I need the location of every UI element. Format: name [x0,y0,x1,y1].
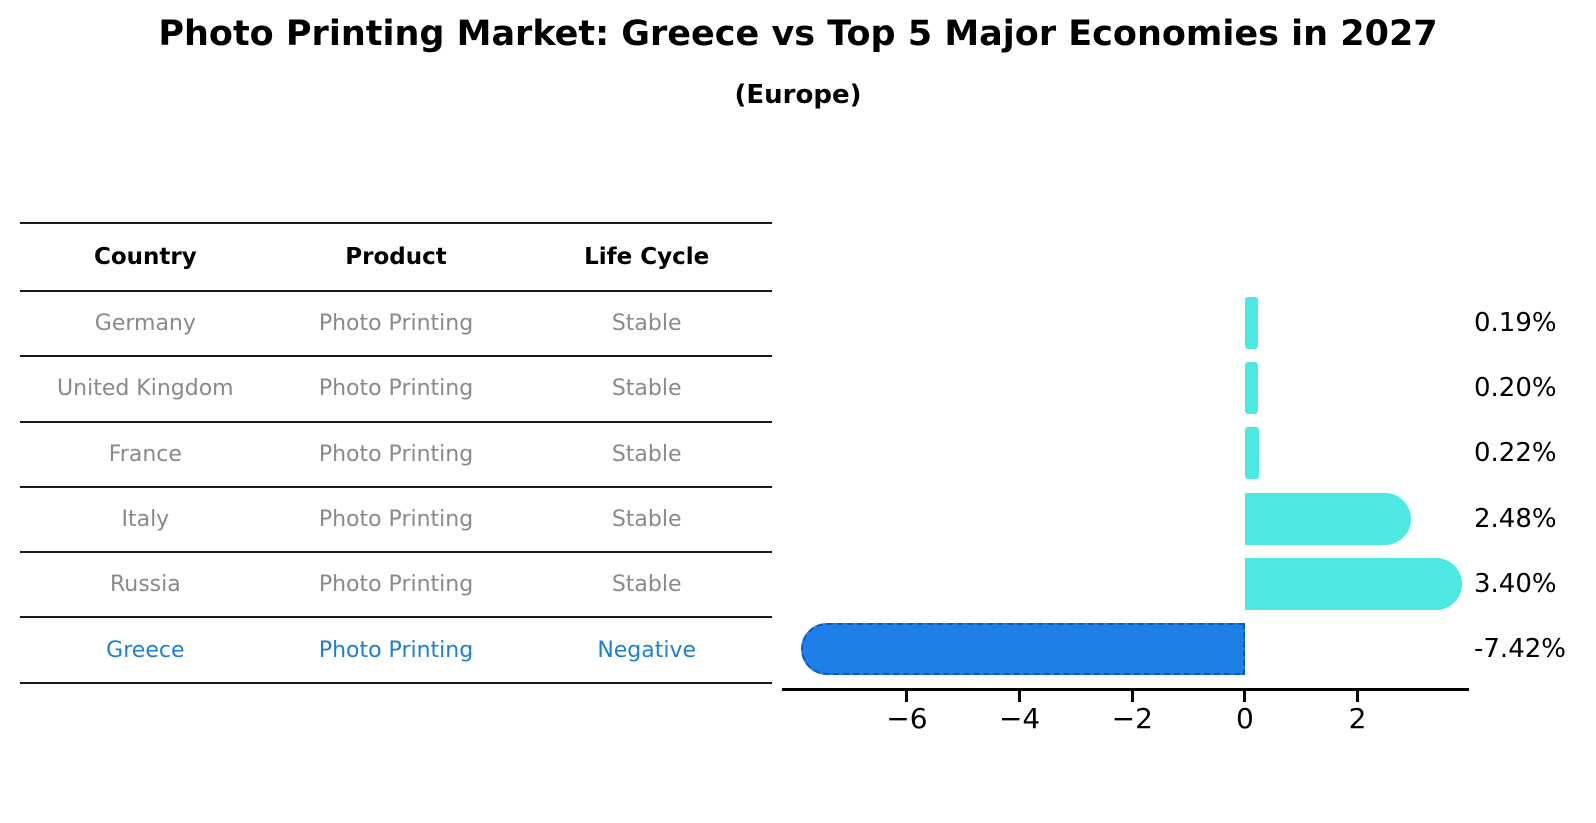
table-row: Greece Photo Printing Negative [20,618,772,684]
x-tick-mark [1018,691,1022,702]
x-tick-mark [905,691,909,702]
bar-united-kingdom [1244,362,1259,415]
value-label: 3.40% [1474,569,1557,600]
x-tick-label: 0 [1236,702,1254,735]
table-cell-country: Russia [109,572,181,598]
table-cell-country: Germany [94,311,196,337]
chart-subtitle: (Europe) [734,80,862,110]
table-row: Italy Photo Printing Stable [20,488,772,554]
table-row: Russia Photo Printing Stable [20,553,772,619]
x-tick-label: −2 [1111,702,1153,735]
table-row: Germany Photo Printing Stable [20,292,772,358]
table-cell-product: Photo Printing [318,441,474,467]
table-header-row: Country Product Life Cycle [20,224,772,292]
table-cell-product: Photo Printing [318,507,474,533]
x-axis-line [782,688,1469,691]
table-cell-product: Photo Printing [318,376,474,402]
value-label: -7.42% [1474,634,1566,665]
x-tick-mark [1243,691,1247,702]
table-cell-country: United Kingdom [57,376,234,402]
x-tick-label: −6 [886,702,928,735]
table-header-lifecycle: Life Cycle [584,244,710,270]
table-cell-life-cycle: Stable [611,376,682,402]
table-cell-product: Photo Printing [318,572,474,598]
x-tick-mark [1356,691,1360,702]
bar-germany [1244,296,1258,349]
x-tick-mark [1130,691,1134,702]
table-cell-country: Italy [121,507,170,533]
x-tick-label: 2 [1348,702,1367,735]
table-cell-country: Greece [106,637,185,663]
table-header-product: Product [345,244,447,270]
value-label: 2.48% [1474,503,1557,534]
bar-greece [800,623,1245,676]
x-tick-label: −4 [998,702,1041,735]
table-body: Germany Photo Printing Stable United Kingdo… [20,292,772,684]
table-header-country: Country [93,244,197,270]
bar-russia [1244,558,1463,611]
table-cell-product: Photo Printing [318,637,474,663]
table-cell-life-cycle: Negative [597,637,697,663]
chart-title: Photo Printing Market: Greece vs Top 5 M… [158,14,1438,54]
table-cell-life-cycle: Stable [611,441,682,467]
value-label: 0.22% [1474,438,1557,469]
value-label: 0.19% [1474,307,1557,338]
bar-france [1244,427,1260,480]
table-cell-product: Photo Printing [318,311,474,337]
table-row: United Kingdom Photo Printing Stable [20,357,772,423]
table-cell-life-cycle: Stable [611,507,682,533]
table-row: France Photo Printing Stable [20,423,772,488]
data-table: Country Product Life Cycle Germany Photo … [20,222,772,684]
bar-italy [1244,492,1411,545]
table-cell-life-cycle: Stable [611,311,682,337]
table-cell-life-cycle: Stable [611,572,682,598]
table-cell-country: France [108,441,182,467]
value-label: 0.20% [1474,373,1557,404]
